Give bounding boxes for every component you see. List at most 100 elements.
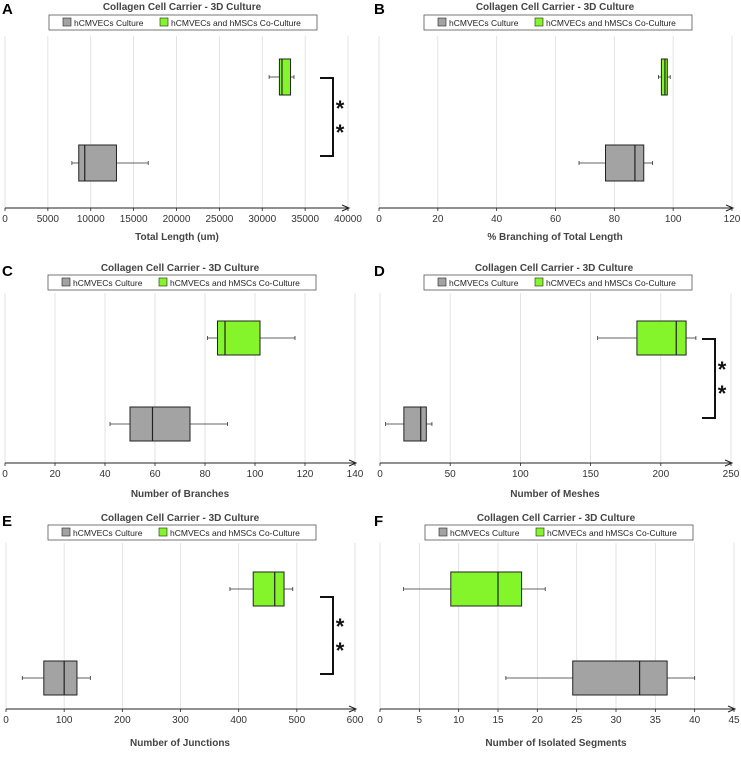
tick-label: 40 [99, 469, 111, 480]
tick-label: 20 [532, 715, 544, 726]
tick-label: 250 [723, 469, 740, 480]
chart-title: Collagen Cell Carrier - 3D Culture [101, 263, 260, 274]
legend-swatch-culture [61, 277, 71, 287]
tick-label: 500 [288, 715, 305, 726]
chart-panel-a: A Collagen Cell Carrier - 3D Culture hCM… [2, 1, 362, 243]
tick-label: 0 [377, 469, 383, 480]
legend-swatch-coculture [534, 277, 544, 287]
panel-label: D [374, 263, 385, 280]
legend-swatch-culture [61, 527, 71, 537]
chart-title: Collagen Cell Carrier - 3D Culture [475, 263, 634, 274]
significance-bracket [702, 338, 716, 419]
legend-label-culture: hCMVECs Culture [73, 528, 143, 538]
box-culture [403, 406, 427, 442]
tick-label: 15000 [120, 214, 148, 225]
chart-panel-b: B Collagen Cell Carrier - 3D Culture hCM… [374, 1, 741, 243]
tick-label: 15 [492, 715, 504, 726]
legend-label-coculture: hCMVECs and hMSCs Co-Culture [546, 18, 676, 28]
tick-label: 30000 [248, 214, 276, 225]
legend: hCMVECs Culture hCMVECs and hMSCs Co-Cul… [423, 274, 693, 291]
tick-label: 25000 [205, 214, 233, 225]
tick-label: 40 [689, 715, 701, 726]
legend-swatch-coculture [534, 17, 544, 27]
tick-label: 45 [728, 715, 740, 726]
legend-frame [423, 14, 693, 31]
tick-label: 60 [149, 469, 161, 480]
significance-star: * [336, 120, 345, 145]
tick-label: 200 [114, 715, 131, 726]
x-axis-arrow [341, 204, 351, 212]
significance-star: * [718, 381, 727, 406]
box-culture [605, 144, 645, 182]
significance-star: * [336, 614, 345, 639]
tick-label: 300 [172, 715, 189, 726]
legend-label-culture: hCMVECs Culture [449, 18, 519, 28]
legend-swatch-coculture [159, 17, 169, 27]
chart-title: Collagen Cell Carrier - 3D Culture [103, 2, 262, 13]
legend-label-coculture: hCMVECs and hMSCs Co-Culture [170, 278, 300, 288]
significance-star: * [336, 96, 345, 121]
legend-label-coculture: hCMVECs and hMSCs Co-Culture [547, 528, 677, 538]
legend-label-culture: hCMVECs Culture [450, 528, 520, 538]
chart-panel-c: C Collagen Cell Carrier - 3D Culture hCM… [2, 263, 364, 500]
chart-panel-f: F Collagen Cell Carrier - 3D Culture hCM… [374, 513, 740, 749]
box-coculture [278, 58, 292, 96]
panel-label: B [374, 1, 385, 18]
legend-swatch-culture [437, 17, 447, 27]
legend-label-coculture: hCMVECs and hMSCs Co-Culture [546, 278, 676, 288]
x-axis-arrow [727, 705, 737, 713]
legend-frame [423, 274, 693, 291]
legend: hCMVECs Culture hCMVECs and hMSCs Co-Cul… [423, 14, 693, 31]
box-coculture [450, 571, 523, 607]
tick-label: 120 [724, 214, 741, 225]
legend-frame [424, 524, 694, 541]
tick-label: 5000 [37, 214, 60, 225]
legend: hCMVECs Culture hCMVECs and hMSCs Co-Cul… [47, 274, 317, 291]
tick-label: 100 [247, 469, 264, 480]
legend: hCMVECs Culture hCMVECs and hMSCs Co-Cul… [424, 524, 694, 541]
legend-label-culture: hCMVECs Culture [74, 18, 144, 28]
x-axis-label: Number of Junctions [130, 738, 230, 749]
tick-label: 600 [347, 715, 364, 726]
tick-label: 5 [417, 715, 423, 726]
chart-title: Collagen Cell Carrier - 3D Culture [101, 513, 260, 524]
tick-label: 10000 [77, 214, 105, 225]
panel-label: E [2, 513, 12, 530]
tick-label: 0 [377, 715, 383, 726]
x-axis-label: Number of Branches [131, 489, 230, 500]
tick-label: 80 [199, 469, 211, 480]
tick-label: 0 [376, 214, 382, 225]
tick-label: 120 [297, 469, 314, 480]
tick-label: 40 [491, 214, 503, 225]
chart-panel-d: D Collagen Cell Carrier - 3D Culture hCM… [374, 263, 740, 500]
legend-swatch-coculture [535, 527, 545, 537]
tick-label: 40000 [334, 214, 362, 225]
legend-label-culture: hCMVECs Culture [449, 278, 519, 288]
tick-label: 140 [347, 469, 364, 480]
tick-label: 30 [610, 715, 622, 726]
box-culture [572, 660, 668, 696]
tick-label: 100 [665, 214, 682, 225]
tick-label: 0 [2, 469, 8, 480]
legend-swatch-coculture [158, 527, 168, 537]
legend-swatch-coculture [158, 277, 168, 287]
legend-swatch-culture [62, 17, 72, 27]
legend: hCMVECs Culture hCMVECs and hMSCs Co-Cul… [48, 14, 318, 31]
panel-label: F [374, 513, 383, 530]
legend-frame [47, 524, 317, 541]
x-axis-arrow [724, 459, 734, 467]
tick-label: 20 [49, 469, 61, 480]
tick-label: 60 [550, 214, 562, 225]
x-axis-label: Total Length (um) [135, 232, 219, 243]
tick-label: 0 [2, 214, 8, 225]
box-culture [43, 660, 78, 696]
chart-panel-e: E Collagen Cell Carrier - 3D Culture hCM… [2, 513, 364, 749]
legend-frame [47, 274, 317, 291]
tick-label: 200 [652, 469, 669, 480]
significance-bracket [320, 77, 334, 157]
chart-title: Collagen Cell Carrier - 3D Culture [477, 513, 636, 524]
x-axis-label: % Branching of Total Length [487, 232, 622, 243]
significance-bracket [320, 596, 334, 675]
tick-label: 20000 [163, 214, 191, 225]
legend-frame [48, 14, 318, 31]
